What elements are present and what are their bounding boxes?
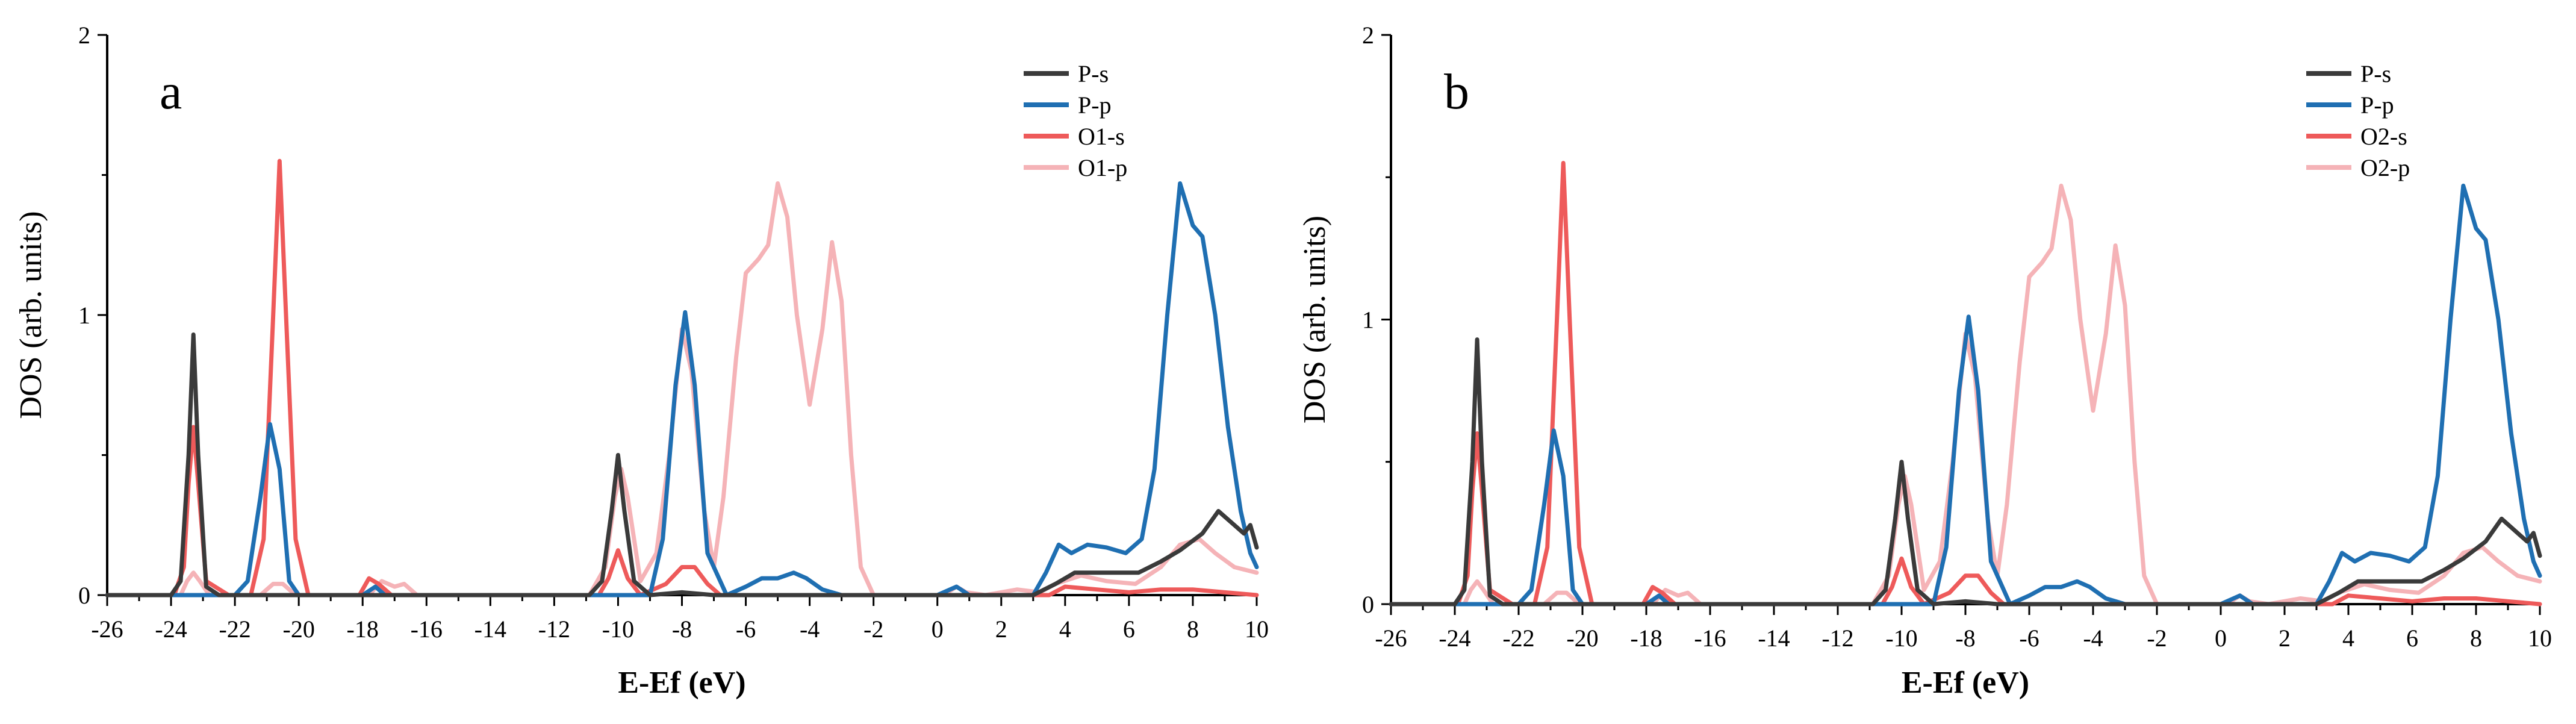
series-line-o2-s	[1389, 161, 2542, 607]
x-tick-label: -2	[2147, 625, 2167, 652]
x-tick-label: -24	[1439, 625, 1470, 652]
x-tick-label: -12	[538, 616, 570, 643]
legend-label: O1-s	[1078, 123, 1125, 150]
legend-label: P-s	[2360, 60, 2391, 87]
x-tick-label: 6	[2406, 625, 2418, 652]
x-tick-label: -4	[2083, 625, 2103, 652]
x-tick-label: -8	[672, 616, 692, 643]
panel-label: a	[160, 64, 182, 120]
x-tick-label: 0	[932, 616, 944, 643]
x-tick-label: -14	[1758, 625, 1790, 652]
legend-label: O1-p	[1078, 154, 1127, 181]
x-tick-label: -12	[1822, 625, 1853, 652]
series-line-p-p	[105, 181, 1259, 598]
x-tick-label: 4	[2342, 625, 2354, 652]
x-tick-label: -10	[1885, 625, 1917, 652]
y-tick-label: 0	[1362, 591, 1374, 618]
x-tick-label: -4	[800, 616, 820, 643]
x-tick-label: -22	[219, 616, 250, 643]
x-tick-label: -6	[736, 616, 756, 643]
x-tick-label: 8	[1187, 616, 1199, 643]
x-tick-label: 2	[995, 616, 1007, 643]
x-tick-label: -22	[1502, 625, 1534, 652]
legend-label: P-s	[1078, 60, 1109, 87]
panel-a: -26 -24 -22 -20 -18 -16 -14 -12 -10 -8 -6 -4 -2 0 2 4 6 8…	[14, 22, 1269, 700]
x-tick-label: 10	[2528, 625, 2552, 652]
x-tick-label: 2	[2279, 625, 2291, 652]
panel-b: -26 -24 -22 -20 -18 -16 -14 -12 -10 -8 -6 -4 -2 0 2 4 6 8…	[1298, 22, 2552, 700]
legend-label: O2-p	[2360, 154, 2410, 181]
y-tick-label: 1	[78, 302, 90, 329]
x-tick-label: -14	[474, 616, 506, 643]
x-tick-label: 10	[1245, 616, 1269, 643]
x-tick-label: -26	[1375, 625, 1407, 652]
y-tick-label: 2	[78, 22, 90, 49]
legend-label: P-p	[2360, 92, 2394, 119]
x-tick-label: -2	[863, 616, 883, 643]
x-axis-title: E-Ef (eV)	[1902, 666, 2029, 700]
x-tick-label: -24	[155, 616, 187, 643]
series-line-p-s	[1389, 337, 2542, 607]
series-line-o1-s	[105, 158, 1259, 598]
legend-label: O2-s	[2360, 123, 2407, 150]
x-tick-label: 0	[2215, 625, 2227, 652]
x-tick-label: -20	[1566, 625, 1598, 652]
y-tick-label: 1	[1362, 307, 1374, 334]
x-tick-label: -6	[2019, 625, 2039, 652]
x-tick-label: -26	[91, 616, 123, 643]
y-tick-label: 2	[1362, 22, 1374, 49]
panel-label: b	[1444, 64, 1469, 120]
y-tick-label: 0	[78, 582, 90, 609]
series-line-o1-p	[105, 181, 1259, 598]
series-line-p-p	[1389, 183, 2542, 607]
legend-label: P-p	[1078, 92, 1112, 119]
x-tick-label: -16	[1694, 625, 1726, 652]
x-tick-label: -18	[1630, 625, 1662, 652]
x-tick-label: 4	[1059, 616, 1071, 643]
x-tick-label: -20	[283, 616, 315, 643]
x-tick-label: -10	[602, 616, 634, 643]
x-tick-label: -18	[347, 616, 379, 643]
series-line-o2-p	[1389, 183, 2542, 607]
x-tick-label: 8	[2470, 625, 2482, 652]
x-tick-label: -16	[411, 616, 443, 643]
x-axis-title: E-Ef (eV)	[618, 666, 745, 700]
y-axis-title: DOS (arb. units)	[1298, 216, 1332, 423]
x-tick-label: 6	[1123, 616, 1135, 643]
y-axis-title: DOS (arb. units)	[14, 211, 48, 419]
x-tick-label: -8	[1955, 625, 1975, 652]
series-line-p-s	[105, 332, 1259, 598]
